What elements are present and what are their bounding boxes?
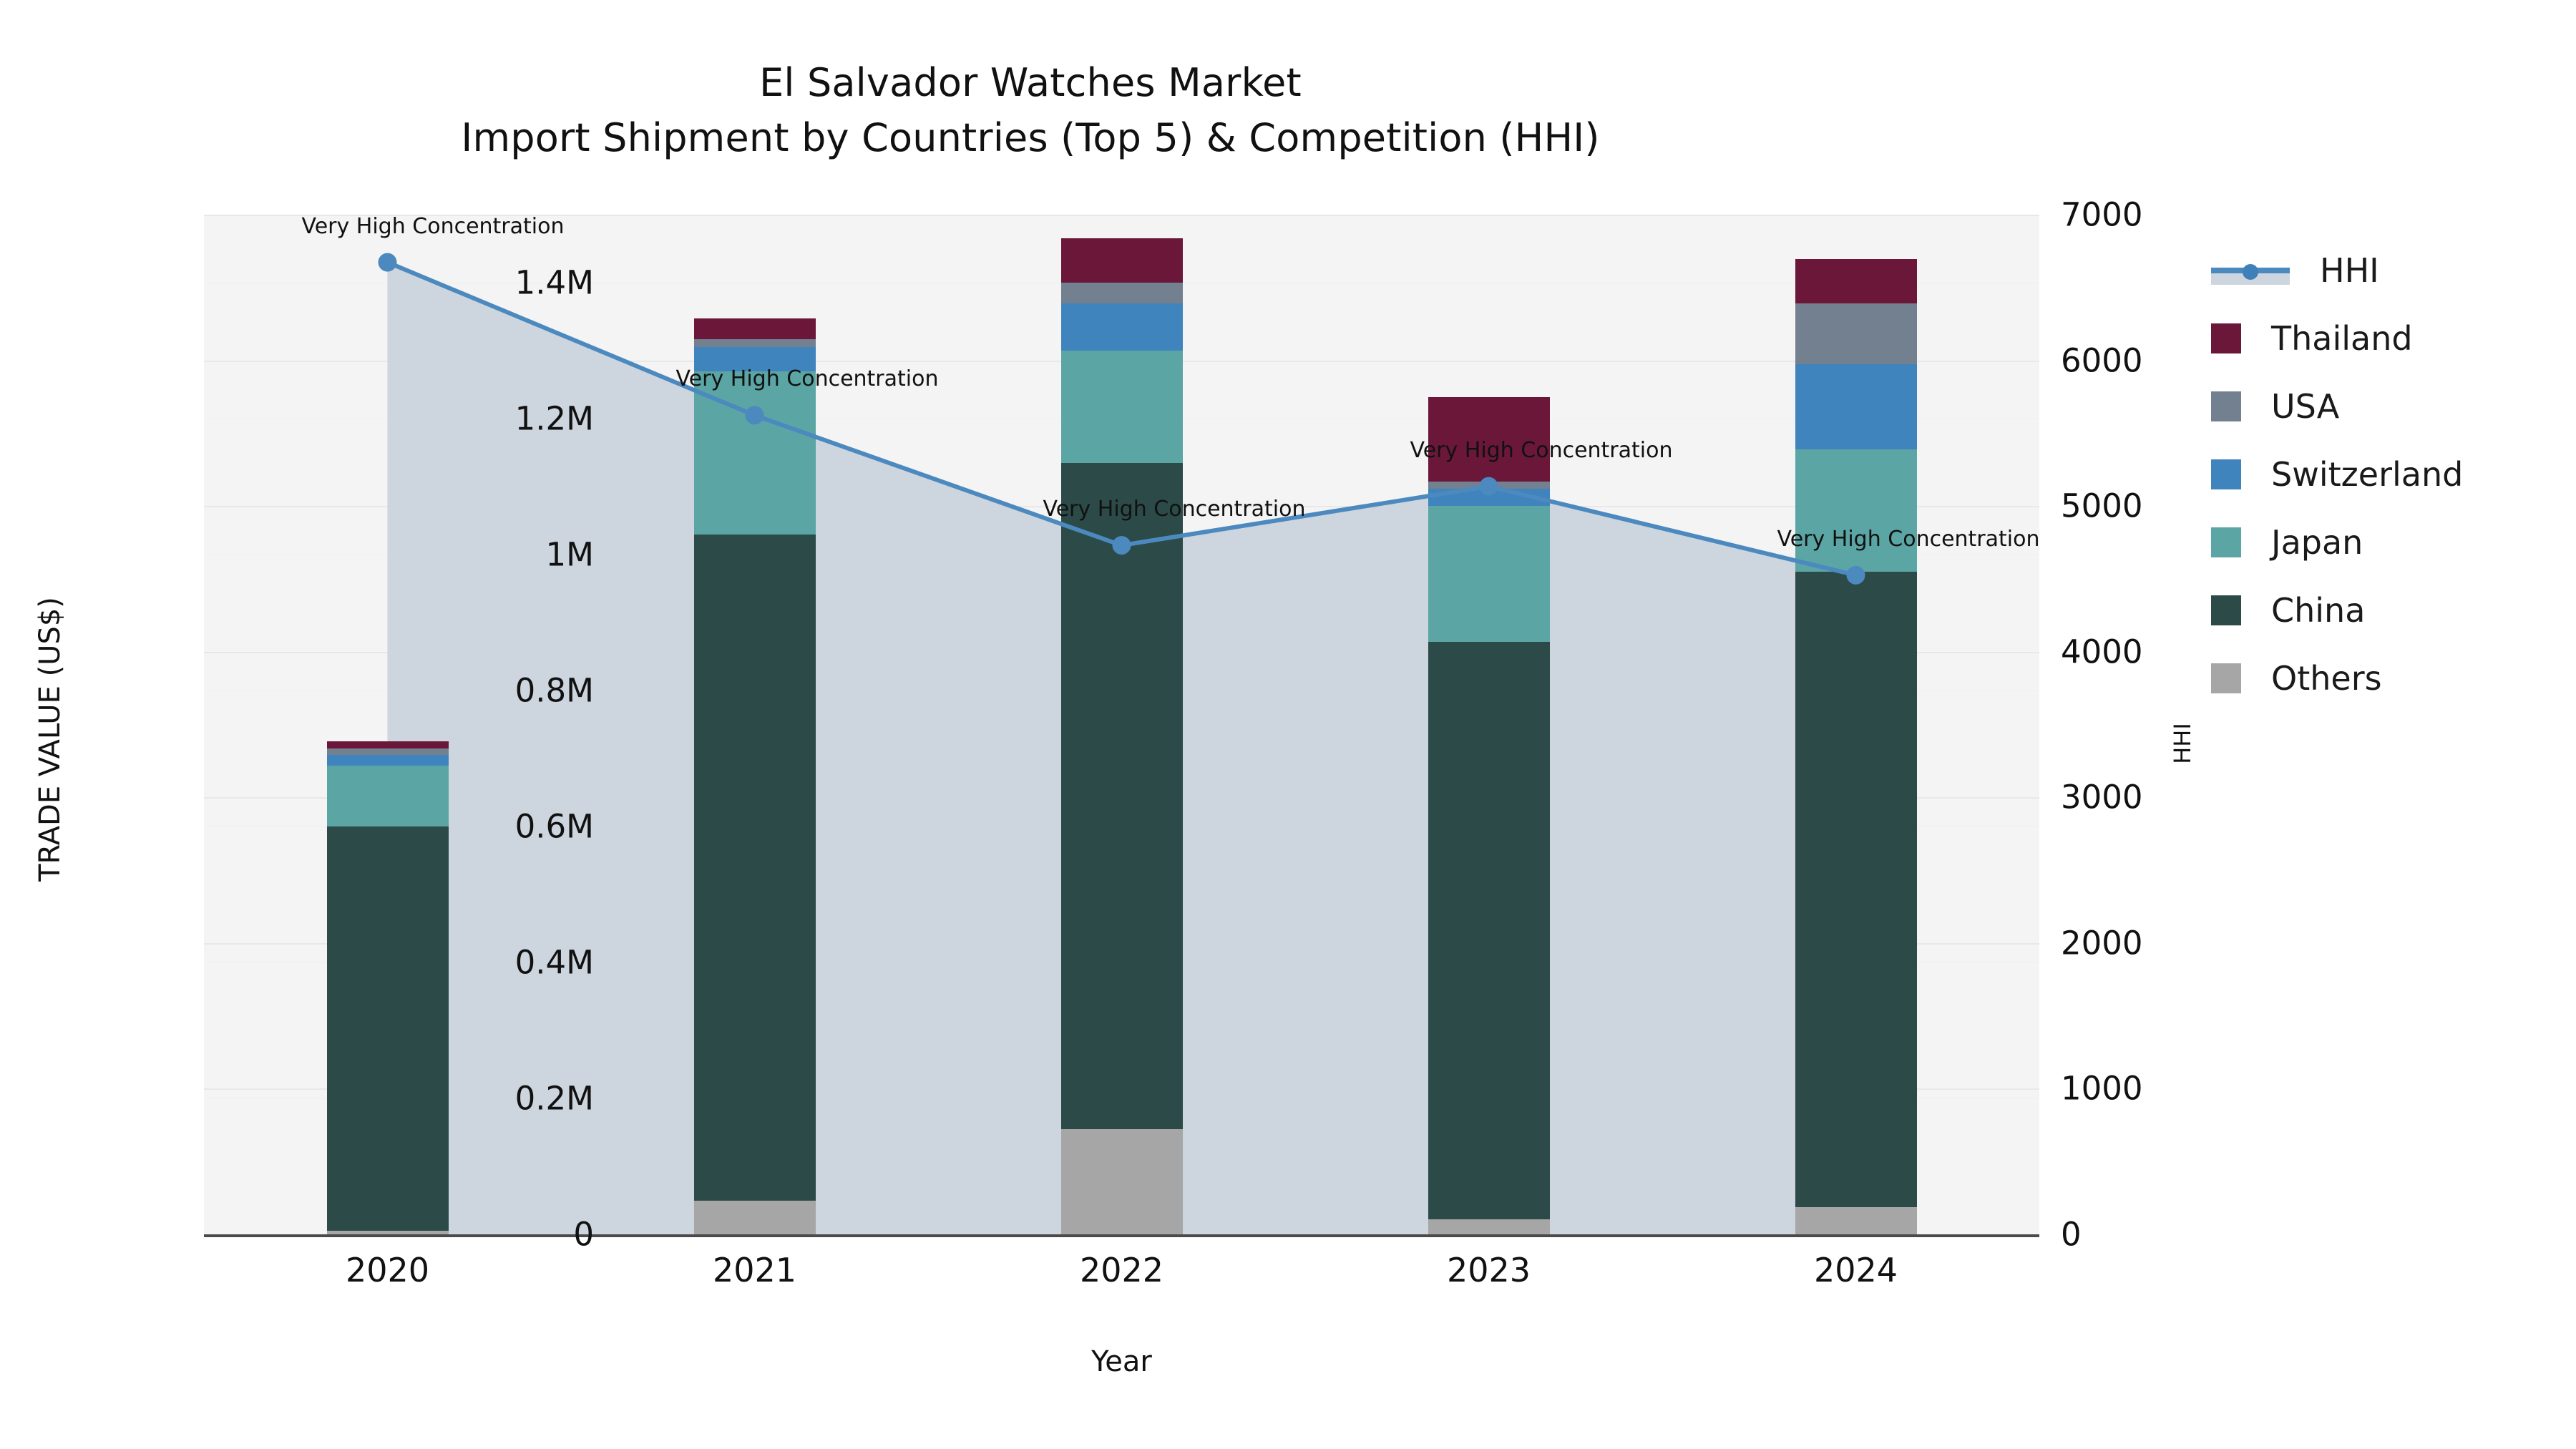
bar-segment-china-2020[interactable] (326, 826, 449, 1231)
annotation-2022: Very High Concentration (1043, 497, 1306, 522)
y-right-tick: 6000 (2061, 341, 2143, 380)
y-left-tick: 0.2M (514, 1079, 594, 1118)
bar-segment-thailand-2022[interactable] (1060, 238, 1183, 283)
legend-item-switzerland[interactable]: Switzerland (2211, 440, 2463, 508)
hhi-marker-2023[interactable] (1479, 477, 1498, 496)
y-right-tick: 1000 (2061, 1069, 2143, 1108)
chart-legend: HHI Thailand USA Switzerland Japan China Other… (2211, 236, 2463, 712)
bar-segment-thailand-2024[interactable] (1795, 258, 1917, 303)
legend-swatch (2211, 391, 2241, 421)
bar-stack-2024[interactable] (1795, 215, 1917, 1234)
bar-segment-usa-2024[interactable] (1795, 303, 1917, 364)
x-tick-2022: 2022 (1079, 1251, 1164, 1289)
bar-segment-usa-2022[interactable] (1060, 283, 1183, 303)
bar-segment-usa-2021[interactable] (693, 338, 816, 348)
legend-item-japan[interactable]: Japan (2211, 508, 2463, 576)
legend-label: China (2271, 590, 2366, 630)
title-line-2: Import Shipment by Countries (Top 5) & C… (461, 114, 1600, 160)
y-left-tick: 0.4M (514, 943, 594, 982)
bar-segment-china-2021[interactable] (693, 534, 816, 1201)
gridline (204, 215, 2039, 216)
legend-item-china[interactable]: China (2211, 576, 2463, 644)
x-tick-2024: 2024 (1813, 1251, 1898, 1289)
legend-label: Others (2271, 658, 2382, 698)
bar-segment-others-2021[interactable] (693, 1200, 816, 1234)
y-right-tick: 2000 (2061, 924, 2143, 962)
hhi-marker-2022[interactable] (1112, 536, 1131, 555)
y-right-tick: 5000 (2061, 487, 2143, 525)
legend-item-thailand[interactable]: Thailand (2211, 304, 2463, 372)
legend-label: Switzerland (2271, 454, 2464, 494)
y-left-tick: 0.8M (514, 671, 594, 710)
legend-item-hhi[interactable]: HHI (2211, 236, 2463, 304)
legend-swatch (2211, 323, 2241, 353)
annotation-2024: Very High Concentration (1777, 526, 2040, 552)
legend-swatch (2211, 459, 2241, 489)
legend-swatch (2211, 527, 2241, 557)
x-tick-2021: 2021 (712, 1251, 797, 1289)
legend-item-usa[interactable]: USA (2211, 372, 2463, 440)
bar-segment-others-2020[interactable] (326, 1231, 449, 1234)
bar-segment-switzerland-2022[interactable] (1060, 303, 1183, 351)
legend-item-others[interactable]: Others (2211, 644, 2463, 712)
hhi-marker-2020[interactable] (378, 253, 397, 272)
annotation-2020: Very High Concentration (301, 213, 565, 239)
bar-segment-thailand-2020[interactable] (326, 741, 449, 748)
bar-stack-2020[interactable] (326, 215, 449, 1234)
y-left-tick: 1.4M (514, 263, 594, 302)
legend-label: HHI (2320, 250, 2379, 290)
y-right-tick: 3000 (2061, 778, 2143, 816)
bar-segment-japan-2024[interactable] (1795, 449, 1917, 572)
legend-line-marker (2211, 255, 2290, 286)
annotation-2023: Very High Concentration (1410, 437, 1673, 463)
legend-swatch (2211, 663, 2241, 693)
bar-segment-others-2022[interactable] (1060, 1128, 1183, 1234)
bar-segment-japan-2023[interactable] (1428, 505, 1550, 642)
bar-segment-others-2023[interactable] (1428, 1219, 1550, 1234)
y-right-axis-label: HHI (2169, 723, 2196, 764)
bar-stack-2022[interactable] (1060, 215, 1183, 1234)
bar-segment-switzerland-2024[interactable] (1795, 364, 1917, 449)
bar-segment-others-2024[interactable] (1795, 1207, 1917, 1234)
legend-label: Japan (2271, 522, 2363, 562)
legend-label: USA (2271, 386, 2340, 426)
y-right-tick: 4000 (2061, 633, 2143, 671)
plot-area: Very High Concentration Very High Concent… (204, 213, 2040, 1236)
bar-segment-japan-2022[interactable] (1060, 351, 1183, 463)
bar-segment-usa-2020[interactable] (326, 748, 449, 756)
x-axis-label: Year (1091, 1345, 1152, 1378)
x-tick-2020: 2020 (345, 1251, 430, 1289)
x-tick-2023: 2023 (1446, 1251, 1531, 1289)
chart-title: El Salvador Watches Market Import Shipme… (0, 56, 2061, 165)
bar-segment-china-2024[interactable] (1795, 571, 1917, 1207)
bar-stack-2023[interactable] (1428, 215, 1550, 1234)
hhi-marker-2024[interactable] (1846, 565, 1865, 585)
hhi-line-svg (378, 253, 1865, 585)
y-left-tick: 1.2M (514, 399, 594, 438)
x-axis-line (204, 1234, 2039, 1237)
bar-segment-china-2022[interactable] (1060, 462, 1183, 1129)
hhi-marker-2021[interactable] (745, 406, 764, 425)
y-left-tick: 0.6M (514, 807, 594, 846)
annotation-2021: Very High Concentration (675, 366, 939, 392)
bar-segment-thailand-2023[interactable] (1428, 396, 1550, 482)
y-left-axis-label: TRADE VALUE (US$) (34, 597, 67, 882)
bar-segment-japan-2020[interactable] (326, 765, 449, 826)
bar-segment-switzerland-2021[interactable] (693, 347, 816, 371)
y-right-tick: 0 (2061, 1215, 2082, 1254)
bar-segment-thailand-2021[interactable] (693, 318, 816, 339)
bar-segment-switzerland-2020[interactable] (326, 755, 449, 766)
legend-swatch (2211, 595, 2241, 625)
legend-label: Thailand (2271, 318, 2413, 358)
y-left-tick: 0 (573, 1215, 594, 1254)
y-right-tick: 7000 (2061, 195, 2143, 234)
y-left-tick: 1M (545, 535, 594, 574)
bar-segment-china-2023[interactable] (1428, 641, 1550, 1220)
title-line-1: El Salvador Watches Market (759, 60, 1302, 105)
